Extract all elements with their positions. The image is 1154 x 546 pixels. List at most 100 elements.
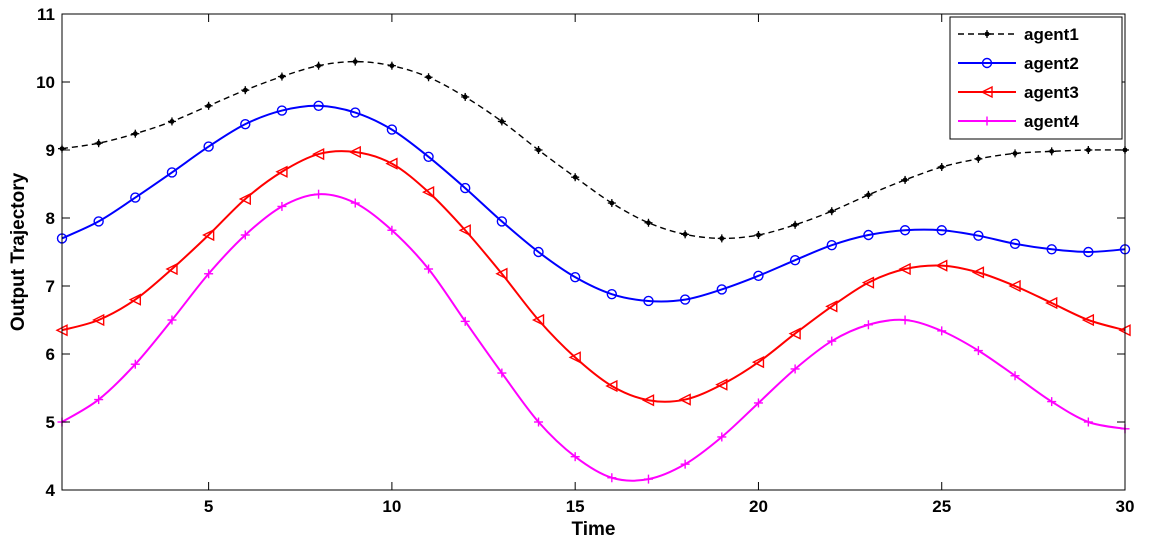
point-agent2-18 (679, 294, 691, 305)
point-agent2-29 (1083, 246, 1094, 258)
point-agent1-24 (901, 175, 910, 184)
point-agent3-13 (495, 267, 508, 280)
point-agent2-28 (1046, 244, 1057, 255)
point-agent3-24 (898, 262, 911, 276)
x-tick-label-0: 5 (204, 497, 213, 516)
point-agent2-27 (1009, 238, 1021, 250)
point-agent2-22 (826, 239, 837, 251)
legend-marker-agent2 (981, 57, 993, 69)
point-agent3-6 (238, 192, 251, 206)
point-agent4-13 (497, 368, 507, 378)
point-agent4-23 (863, 320, 873, 330)
point-agent3-8 (312, 147, 325, 161)
point-agent2-16 (606, 288, 618, 300)
point-agent1-22 (827, 207, 836, 216)
point-agent1-4 (167, 117, 176, 126)
point-agent3-14 (531, 313, 545, 327)
series-line-agent1 (61, 60, 1126, 240)
point-agent4-24 (900, 315, 910, 325)
legend-label-agent2: agent2 (1024, 54, 1079, 73)
y-tick-label-0: 4 (46, 481, 56, 500)
point-agent1-21 (791, 220, 800, 229)
point-agent4-11 (424, 264, 434, 274)
point-agent2-17 (643, 295, 654, 307)
point-agent4-7 (277, 201, 287, 211)
point-agent1-17 (644, 218, 653, 227)
point-agent1-16 (607, 199, 616, 208)
x-tick-label-5: 30 (1116, 497, 1135, 516)
point-agent2-3 (130, 192, 141, 203)
y-tick-label-4: 8 (46, 209, 55, 228)
legend: agent1 agent2 agent3 agent4 (949, 16, 1123, 140)
x-axis-ticks: 5 10 15 20 25 30 (204, 14, 1135, 516)
point-agent3-11 (421, 186, 435, 199)
legend-item-agent2: agent2 (958, 54, 1079, 73)
x-tick-label-2: 15 (566, 497, 585, 516)
point-agent3-5 (202, 228, 215, 242)
point-agent3-9 (348, 145, 361, 159)
point-agent2-9 (350, 107, 361, 118)
plot-markers (55, 57, 1131, 484)
x-axis-title: Time (571, 519, 615, 540)
series-line-agent2 (61, 104, 1126, 303)
y-tick-label-1: 5 (46, 413, 55, 432)
point-agent2-2 (93, 216, 104, 227)
point-agent3-29 (1081, 313, 1095, 327)
point-agent1-29 (1084, 146, 1093, 154)
point-agent3-22 (825, 300, 838, 313)
y-tick-label-5: 9 (46, 141, 55, 160)
point-agent2-6 (240, 118, 251, 130)
point-agent3-15 (568, 351, 581, 364)
legend-item-agent3: agent3 (958, 83, 1079, 102)
point-agent3-27 (1008, 279, 1021, 293)
point-agent3-26 (971, 266, 985, 279)
series-line-agent4 (61, 193, 1126, 482)
point-agent2-25 (936, 225, 947, 236)
point-agent2-7 (276, 105, 288, 116)
y-axis-title: Output Trajectory (8, 172, 29, 331)
legend-label-agent3: agent3 (1024, 83, 1079, 102)
point-agent3-19 (715, 378, 728, 391)
point-agent3-4 (165, 262, 178, 276)
point-agent4-28 (1047, 397, 1057, 407)
point-agent4-29 (1083, 417, 1093, 427)
point-agent4-20 (753, 398, 763, 408)
point-agent1-13 (497, 117, 506, 126)
point-agent4-17 (643, 474, 653, 484)
point-agent1-3 (131, 129, 140, 138)
point-agent1-5 (204, 101, 213, 110)
point-agent2-23 (863, 229, 874, 241)
point-agent4-8 (314, 189, 324, 199)
legend-item-agent4: agent4 (958, 112, 1079, 131)
point-agent1-19 (717, 234, 726, 243)
point-agent4-6 (240, 230, 250, 240)
point-agent1-20 (754, 231, 763, 239)
point-agent4-10 (387, 225, 397, 235)
point-agent2-13 (496, 216, 508, 227)
point-agent4-14 (534, 417, 544, 427)
point-agent2-20 (753, 270, 764, 281)
point-agent1-2 (94, 139, 103, 148)
y-tick-label-3: 7 (46, 277, 55, 296)
point-agent4-3 (130, 359, 140, 369)
point-agent1-15 (571, 173, 580, 182)
point-agent3-17 (641, 394, 655, 407)
point-agent4-9 (350, 198, 360, 208)
point-agent3-21 (788, 327, 801, 340)
point-agent1-11 (424, 73, 433, 82)
point-agent4-4 (167, 315, 177, 325)
legend-marker-agent4 (982, 116, 992, 126)
plot-lines (61, 60, 1126, 482)
point-agent1-25 (937, 163, 946, 171)
point-agent4-27 (1010, 371, 1020, 381)
point-agent2-8 (313, 100, 324, 112)
point-agent4-21 (790, 364, 800, 374)
point-agent4-2 (94, 395, 104, 405)
plot-frame (61, 13, 1126, 491)
x-tick-label-1: 10 (382, 497, 401, 516)
point-agent1-18 (681, 230, 690, 239)
point-agent4-25 (937, 326, 947, 336)
point-agent2-11 (423, 151, 434, 163)
point-agent2-24 (899, 225, 911, 236)
